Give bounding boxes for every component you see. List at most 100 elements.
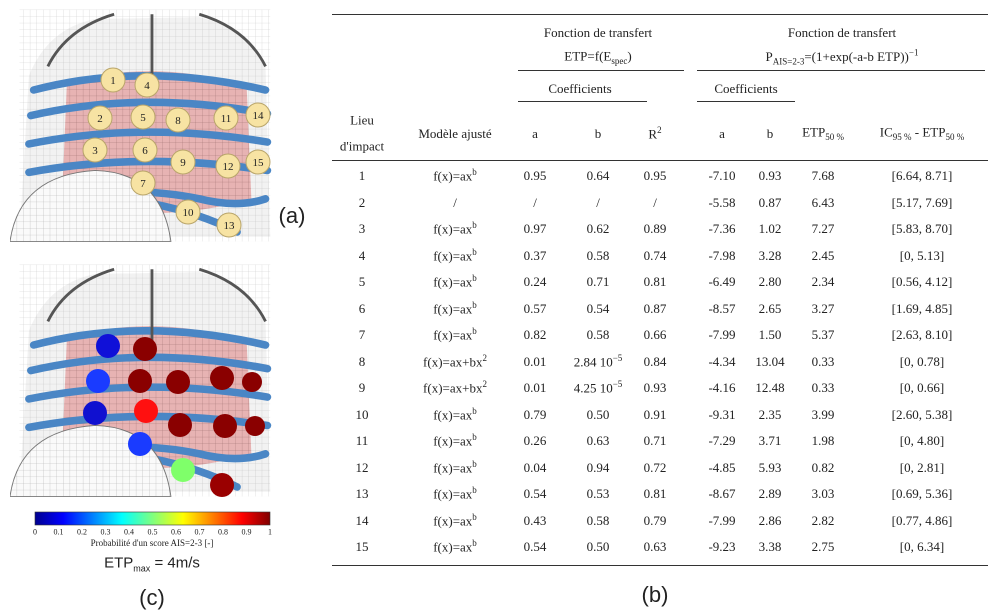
group-title: Fonction de transfert	[544, 25, 652, 40]
text: 0.95	[523, 167, 547, 183]
table-cell: -8.57	[708, 301, 735, 315]
text: -9.31	[708, 406, 736, 422]
table-cell: f(x)=axb	[433, 512, 477, 529]
text: 0.87	[758, 194, 782, 210]
group-formula: PAIS=2-3=(1+exp(-a-b ETP))−1	[766, 47, 919, 68]
text: 3.03	[811, 485, 835, 501]
table-cell: 0.84	[644, 354, 667, 368]
text: 8	[358, 353, 366, 369]
table-cell: -4.16	[708, 380, 735, 395]
table-cell: [0.69, 5.36]	[892, 486, 953, 501]
text: 0.62	[586, 220, 610, 236]
colorbar-caption: Probabilité d'un score AIS=2-3 [-]	[90, 538, 214, 549]
text: 0.54	[586, 300, 610, 316]
colorbar-tick-label: 0.9	[242, 528, 252, 538]
text: /	[533, 194, 537, 210]
colorbar-tick-label: 0.6	[171, 528, 181, 538]
supscript: −1	[908, 47, 919, 58]
table-cell: 2.80	[759, 274, 782, 289]
table-cell: [2.60, 5.38]	[892, 407, 953, 421]
table-cell: 0.64	[587, 168, 610, 183]
table-cell: [0, 5.13]	[900, 248, 944, 262]
spot	[133, 337, 157, 361]
table-cell: 0.97	[523, 220, 547, 236]
table-cell: 3.03	[811, 485, 835, 501]
text: 0.97	[523, 220, 547, 236]
column-header: a	[532, 126, 538, 141]
text: 2.75	[811, 538, 835, 554]
subscript: AIS=2-3	[772, 56, 805, 67]
colorbar-tick-label: 0.4	[124, 528, 134, 538]
text: -4.34	[708, 353, 736, 369]
table-cell: 11	[356, 433, 369, 448]
text: 0.63	[643, 538, 667, 554]
text: R	[648, 126, 658, 142]
marker-number: 14	[253, 110, 265, 122]
table-cell: 0.58	[587, 513, 610, 527]
table-cell: 0.37	[524, 248, 547, 262]
text: f(x)=ax	[433, 460, 473, 476]
text: 0.71	[586, 273, 610, 289]
group-rule	[697, 70, 985, 71]
marker-number: 3	[92, 145, 98, 157]
table-cell: 8	[359, 354, 366, 368]
group-title: Fonction de transfert	[788, 25, 896, 40]
table-cell: 1.98	[812, 433, 835, 448]
text: 0	[33, 527, 37, 537]
table-cell: -7.99	[708, 327, 735, 342]
table-cell: 0.93	[644, 380, 667, 395]
subgroup-title: Coefficients	[548, 81, 611, 96]
text: 0.82	[811, 459, 835, 475]
table-cell: 0.43	[524, 513, 547, 527]
table-cell: 4	[359, 248, 366, 262]
table-cell: 0.50	[587, 539, 610, 554]
supscript: b	[472, 273, 477, 284]
text: 0.89	[643, 220, 667, 236]
text: 0.94	[586, 459, 610, 475]
colorbar-tick-label: 0.8	[218, 528, 228, 538]
spot	[128, 432, 152, 456]
supscript: 2	[482, 352, 487, 363]
text: 0.3	[100, 527, 111, 537]
text: 0.33	[811, 379, 835, 395]
spot	[245, 416, 265, 436]
table-cell: /	[533, 195, 537, 209]
table-cell: 7.27	[812, 221, 835, 236]
text: 0.63	[586, 432, 610, 448]
text: [1.69, 4.85]	[891, 300, 953, 316]
text: ETP	[104, 554, 134, 572]
text: [0, 4.80]	[899, 432, 945, 448]
table-cell: 0.94	[587, 460, 610, 474]
table-cell: 0.79	[524, 407, 547, 421]
subgroup-rule	[697, 101, 795, 102]
table-cell: 2.45	[812, 248, 835, 262]
text: f(x)=ax	[433, 486, 473, 502]
text: /	[596, 194, 600, 210]
text: 13	[355, 485, 369, 501]
table-cell: 0.01	[524, 380, 547, 395]
text: 0.91	[643, 406, 667, 422]
table-cell: f(x)=axb	[433, 538, 477, 555]
spot	[168, 413, 192, 437]
column-header: R2	[648, 125, 661, 142]
marker-number: 10	[183, 207, 195, 219]
text: 0.54	[523, 538, 547, 554]
marker-number: 2	[97, 113, 103, 125]
text: 6	[358, 300, 366, 316]
text: f(x)=ax+bx	[423, 354, 483, 370]
table-cell: f(x)=axb	[433, 167, 477, 184]
text: /	[653, 194, 657, 210]
text: 7.68	[811, 167, 835, 183]
table-cell: 0.04	[524, 460, 547, 474]
text: 0.72	[643, 459, 667, 475]
table-cell: -7.36	[708, 220, 736, 236]
table-cell: 0.26	[524, 433, 547, 448]
table-cell: 0.33	[811, 379, 835, 395]
table-cell: [1.69, 4.85]	[892, 301, 953, 315]
text: -7.36	[708, 220, 736, 236]
table-cell: 0.63	[586, 432, 610, 448]
text: f(x)=ax	[433, 539, 473, 555]
table-cell: f(x)=axb	[433, 300, 477, 317]
text: 7	[358, 326, 366, 342]
column-header: Lieu d'impact	[340, 113, 384, 155]
